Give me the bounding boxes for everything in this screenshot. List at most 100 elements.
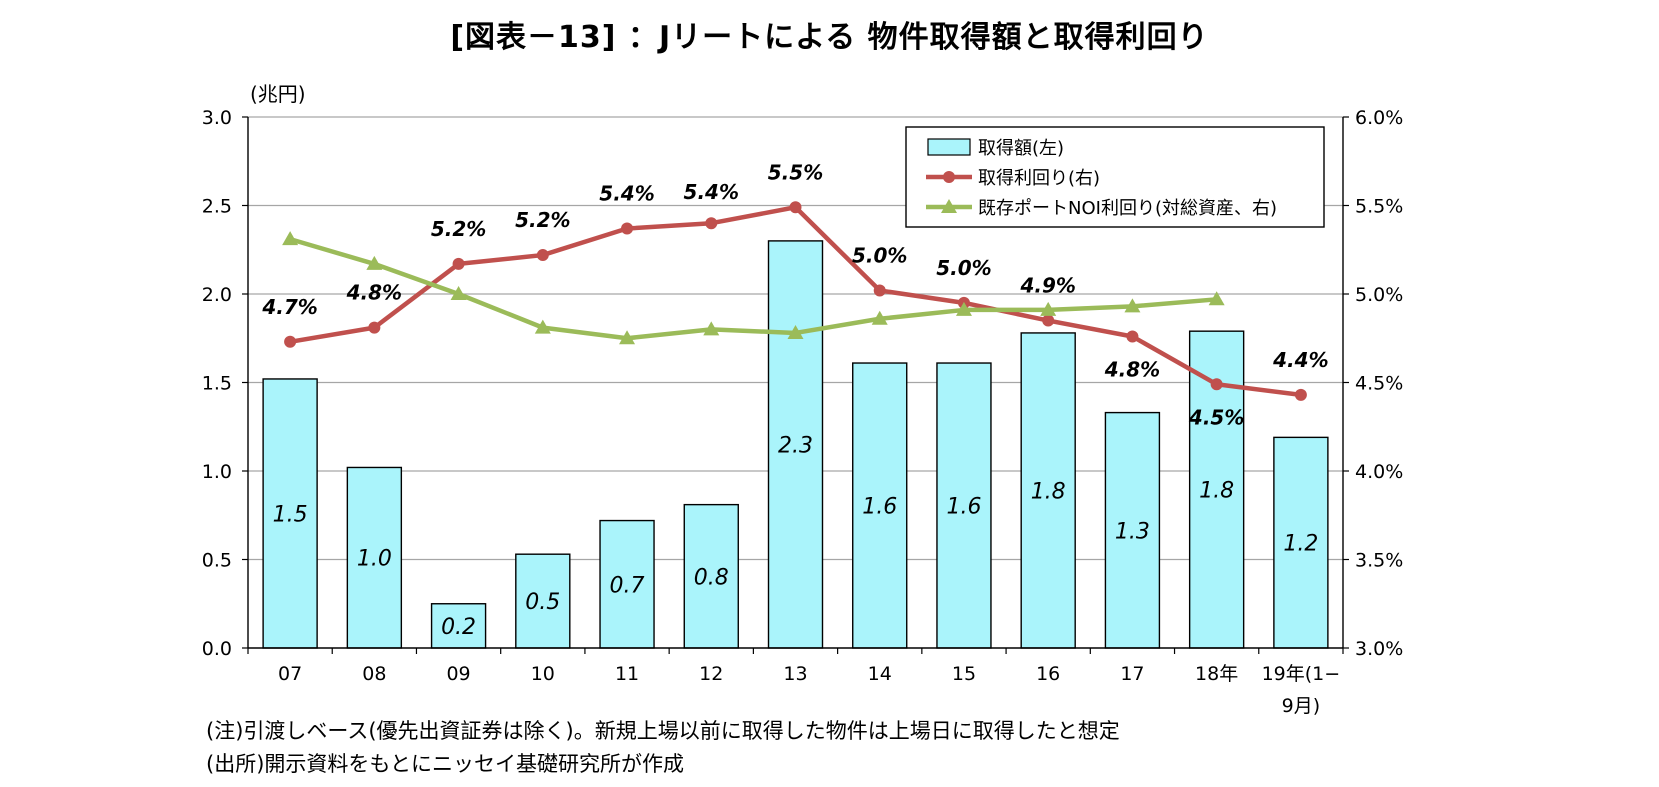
x-tick-label: 17 [1120, 663, 1144, 685]
noi-point [366, 255, 383, 270]
yield-value-label: 4.8% [346, 281, 402, 305]
yield-value-label: 5.2% [515, 208, 570, 232]
noi-line [289, 236, 1217, 341]
legend-label: 取得利回り(右) [978, 168, 1100, 189]
yield-value-label: 4.4% [1272, 348, 1328, 372]
yield-value-label: 4.5% [1188, 405, 1244, 429]
bar-value-label: 2.3 [778, 433, 813, 458]
noi-point [787, 324, 804, 339]
legend-box [905, 126, 1325, 228]
bar-value-label: 1.2 [1283, 532, 1318, 557]
right-tick-label: 6.0% [1355, 107, 1403, 129]
x-tick-label: 18年 [1195, 663, 1238, 685]
bars [262, 240, 1329, 649]
bar [1104, 411, 1161, 649]
yield-value-label: 5.2% [431, 217, 486, 241]
bar-value-label: 1.5 [273, 502, 308, 527]
x-tick-label: 10 [531, 663, 555, 685]
noi-point [955, 301, 972, 316]
yield-point [1210, 378, 1223, 391]
x-tick-label: 11 [615, 663, 639, 685]
bar-value-label: 1.6 [862, 495, 897, 520]
bar-value-label: 0.5 [525, 590, 560, 615]
yield-value-label: 4.7% [261, 295, 317, 319]
yield-point [705, 217, 718, 230]
bar [936, 362, 992, 649]
lines [282, 201, 1307, 401]
bar-value-label: 1.6 [946, 495, 981, 520]
left-tick-label: 2.5 [202, 196, 232, 218]
noi-point [871, 310, 888, 325]
legend-marker-yield [943, 171, 955, 183]
x-tick-label: 14 [868, 663, 892, 685]
bar [1273, 436, 1329, 649]
yield-value-label: 5.4% [684, 180, 739, 204]
yield-point [536, 249, 549, 262]
bar-value-label: 0.7 [610, 573, 645, 598]
noi-point [1040, 301, 1057, 316]
left-tick-label: 1.0 [202, 461, 232, 483]
x-tick-label: 09 [446, 663, 470, 685]
chart-title: [図表－13] ：Jリートによる 物件取得額と取得利回り [450, 20, 1209, 55]
yield-value-label: 5.5% [768, 160, 823, 184]
bar [1020, 332, 1076, 649]
left-tick-label: 3.0 [202, 107, 232, 129]
x-tick-label: 15 [952, 663, 976, 685]
yield-point [1042, 314, 1055, 327]
bar-value-label: 1.0 [357, 547, 392, 572]
legend-label: 取得額(左) [978, 138, 1064, 159]
bar [1188, 330, 1245, 649]
noi-point [1124, 298, 1141, 313]
noi-point [619, 330, 636, 345]
noi-point [1208, 291, 1225, 306]
noi-point [534, 319, 551, 334]
noi-point [450, 286, 467, 300]
legend-swatch-bar [927, 138, 971, 156]
yield-point [873, 284, 886, 297]
bar [683, 503, 739, 649]
yield-point [1126, 330, 1139, 343]
left-tick-label: 1.5 [202, 373, 232, 395]
left-tick-label: 0.5 [202, 550, 232, 572]
yield-point [1294, 388, 1307, 401]
legend: 取得額(左) 取得利回り(右) 既存ポートNOI利回り(対総資産、右) [905, 126, 1325, 228]
bar [262, 378, 318, 649]
x-tick-label: 07 [278, 663, 302, 685]
bar [852, 362, 908, 649]
x-tick-label: 16 [1036, 663, 1060, 685]
legend-label: 既存ポートNOI利回り(対総資産、右) [978, 198, 1277, 219]
yield-value-label: 4.8% [1104, 357, 1160, 381]
right-tick-label: 4.0% [1355, 461, 1403, 483]
x-tick-label: 08 [362, 663, 386, 685]
yield-value-label: 5.0% [936, 256, 991, 280]
x-tick-label: 12 [699, 663, 723, 685]
left-tick-label: 0.0 [202, 638, 232, 660]
right-tick-label: 5.5% [1355, 196, 1403, 218]
bar-value-label: 1.8 [1031, 479, 1066, 504]
footnote: (注)引渡しベース(優先出資証券は除く)。新規上場以前に取得した物件は上場日に取… [206, 719, 1120, 743]
right-tick-label: 4.5% [1355, 373, 1403, 395]
axes: 0.0 0.5 1.0 1.5 2.0 2.5 3.0 3.0% 3.5% 4.0% 4.5% 5.0… [202, 82, 1404, 717]
left-axis-unit: (兆円) [250, 82, 306, 106]
yield-value-label: 4.9% [1019, 274, 1075, 298]
right-tick-label: 3.5% [1355, 550, 1403, 572]
bar-value-label: 1.8 [1199, 479, 1234, 504]
left-tick-label: 2.0 [202, 284, 232, 306]
yield-point [284, 335, 297, 348]
yield-point [621, 222, 634, 235]
yield-point [452, 257, 465, 270]
yield-value-label: 5.4% [599, 182, 654, 206]
bar-value-label: 0.8 [694, 565, 729, 590]
yield-value-label: 5.0% [852, 243, 907, 267]
x-tick-label: 19年(1− 9月) [1262, 663, 1341, 717]
noi-point [703, 321, 720, 336]
noi-point [282, 231, 299, 246]
yield-point [368, 321, 381, 334]
bar [767, 240, 824, 649]
right-tick-label: 5.0% [1355, 284, 1403, 306]
x-tick-label: 13 [783, 663, 807, 685]
source-note: (出所)開示資料をもとにニッセイ基礎研究所が作成 [206, 752, 684, 776]
bar-value-label: 0.2 [441, 615, 476, 640]
yield-point [789, 201, 802, 214]
